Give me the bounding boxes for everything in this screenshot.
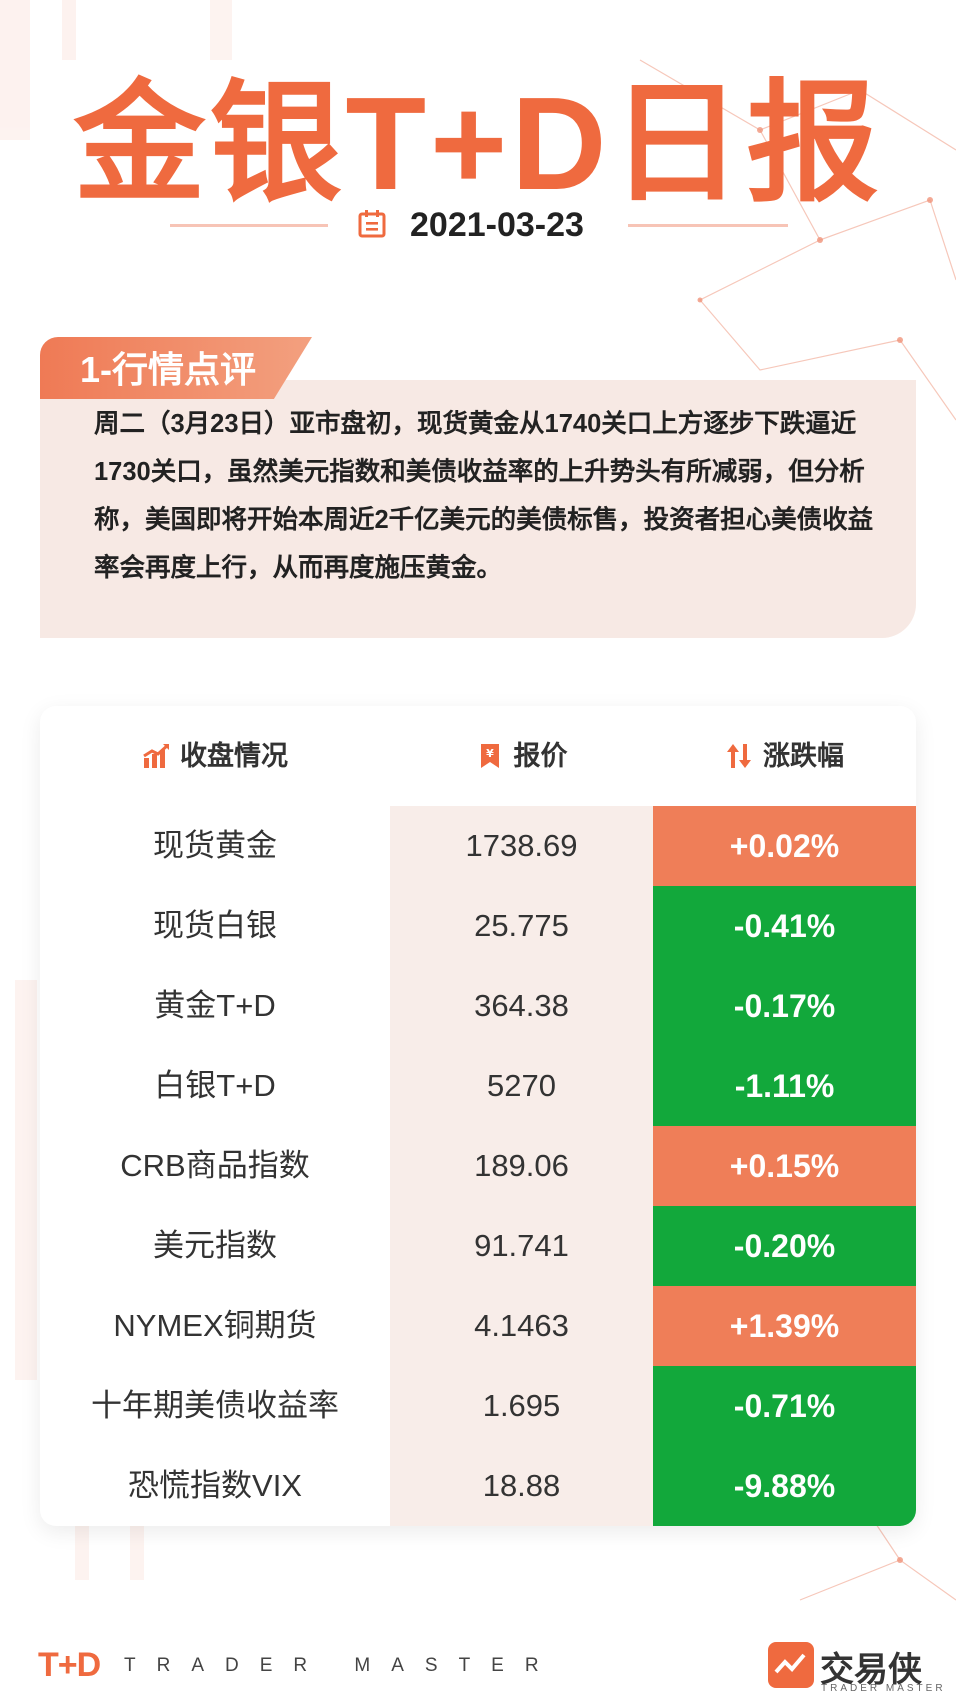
date-row: 2021-03-23 [0,205,956,245]
report-title: 金银T+D日报 [73,70,883,217]
table-row: 十年期美债收益率 1.695 -0.71% [40,1366,916,1446]
instrument-change: +1.39% [653,1286,916,1366]
instrument-price: 364.38 [474,988,569,1023]
calendar-icon [358,210,386,238]
header-close: 收盘情况 [40,706,390,806]
table-row: 恐慌指数VIX 18.88 -9.88% [40,1446,916,1526]
commentary-card: 周二（3月23日）亚市盘初，现货黄金从1740关口上方逐步下跌逼近1730关口，… [40,380,916,638]
instrument-name: CRB商品指数 [120,1148,310,1183]
instrument-price: 25.775 [474,908,569,943]
header-price: ¥ 报价 [390,706,653,806]
table-row: 美元指数 91.741 -0.20% [40,1206,916,1286]
svg-text:¥: ¥ [486,747,494,760]
instrument-price: 1.695 [482,1388,561,1423]
price-tag-icon: ¥ [480,744,499,768]
table-row: 现货黄金 1738.69 +0.02% [40,806,916,886]
header-price-label: 报价 [513,741,568,771]
instrument-name: 恐慌指数VIX [128,1468,302,1503]
instrument-change: -0.41% [653,886,916,966]
instrument-name: 现货黄金 [153,828,277,863]
table-row: 现货白银 25.775 -0.41% [40,886,916,966]
instrument-price: 1738.69 [465,828,578,863]
instrument-change: -0.20% [653,1206,916,1286]
divider-line [628,224,788,227]
instrument-name: 白银T+D [154,1068,276,1103]
instrument-change: -9.88% [653,1446,916,1526]
brand-logo-icon [768,1642,814,1688]
brand-subtitle: TRADER MASTER [821,1683,946,1694]
divider-line [170,224,328,227]
instrument-change: -1.11% [653,1046,916,1126]
instrument-name: 现货白银 [153,908,277,943]
table-row: NYMEX铜期货 4.1463 +1.39% [40,1286,916,1366]
instrument-name: 黄金T+D [154,988,276,1023]
brand-name: 交易侠 [820,1651,922,1689]
report-date: 2021-03-23 [410,206,584,244]
instrument-price: 18.88 [482,1468,561,1503]
instrument-change: -0.17% [653,966,916,1046]
header-change: 涨跌幅 [653,706,916,806]
table-row: 白银T+D 5270 -1.11% [40,1046,916,1126]
price-column-background [390,806,653,1526]
trend-chart-icon [143,743,170,768]
table-header: 收盘情况 ¥ 报价 涨跌幅 [40,706,916,806]
section-tab [40,337,312,399]
up-down-arrows-icon [727,744,751,768]
footer-tagline: TRADER MASTER [124,1655,560,1676]
instrument-price: 4.1463 [474,1308,569,1343]
market-table: 收盘情况 ¥ 报价 涨跌幅 现货黄金 1738.69 +0.02% 现货白银 25.77… [40,706,916,1526]
instrument-change: -0.71% [653,1366,916,1446]
table-row: CRB商品指数 189.06 +0.15% [40,1126,916,1206]
td-logo: T+D [38,1646,101,1684]
instrument-name: 美元指数 [153,1228,277,1263]
instrument-name: NYMEX铜期货 [113,1308,317,1343]
instrument-change: +0.15% [653,1126,916,1206]
instrument-name: 十年期美债收益率 [91,1388,339,1423]
commentary-text: 周二（3月23日）亚市盘初，现货黄金从1740关口上方逐步下跌逼近1730关口，… [94,410,874,582]
instrument-price: 5270 [487,1068,556,1103]
instrument-price: 91.741 [474,1228,569,1263]
header-change-label: 涨跌幅 [763,741,844,771]
section-label: 1-行情点评 [80,349,257,390]
instrument-price: 189.06 [474,1148,569,1183]
table-row: 黄金T+D 364.38 -0.17% [40,966,916,1046]
instrument-change: +0.02% [653,806,916,886]
header-close-label: 收盘情况 [180,741,288,771]
